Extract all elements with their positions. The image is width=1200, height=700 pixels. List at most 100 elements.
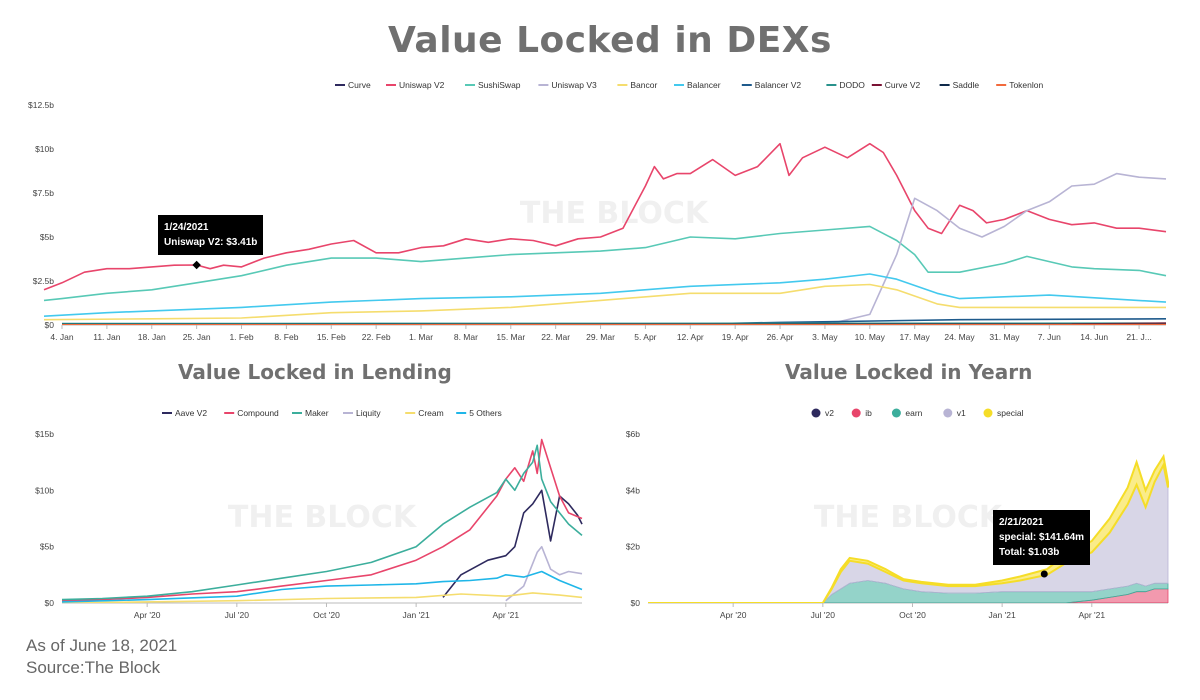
dex-legend-label: Uniswap V3 (551, 80, 597, 90)
lending-series-5-others-line (61, 570, 583, 603)
lending-series-compound-line (61, 438, 583, 602)
dex-y-tick-label: $5b (40, 232, 54, 242)
lending-watermark: THE BLOCK (228, 500, 418, 535)
lending-legend-label: Compound (237, 408, 279, 418)
yearn-legend-swatch (891, 408, 901, 418)
lending-legend-label: Maker (305, 408, 329, 418)
dex-x-tick-label: 22. Feb (362, 332, 391, 342)
dex-series-uniswap-v2-line (43, 142, 1167, 291)
dex-chart: THE BLOCK $0 $2.5b $5b $7.5b $10b $12.5b 4. Jan… (28, 80, 1167, 342)
dex-y-tick-label: $12.5b (28, 100, 54, 110)
dex-x-tick-label: 4. Jan (50, 332, 73, 342)
dex-y-tick-label: $2.5b (33, 276, 55, 286)
source-note: Source:The Block (26, 658, 161, 677)
dex-x-tick-label: 15. Mar (496, 332, 525, 342)
lending-series-cream-line (61, 592, 583, 603)
yearn-x-tick-label: Apr '20 (720, 610, 747, 620)
lending-chart-title: Value Locked in Lending (178, 360, 452, 384)
lending-x-tick-label: Jan '21 (403, 610, 430, 620)
dex-legend-label: Balancer (687, 80, 721, 90)
yearn-legend-swatch (943, 408, 953, 418)
lending-y-tick-label: $0 (45, 598, 55, 608)
chart-main-title: Value Locked in DEXs (388, 20, 832, 61)
yearn-y-tick-label: $6b (626, 429, 640, 439)
dex-tooltip-value: Uniswap V2: $3.41b (164, 237, 258, 248)
dex-legend-label: Balancer V2 (755, 80, 802, 90)
dex-x-tick-label: 1. Mar (409, 332, 433, 342)
dex-x-tick-label: 31. May (989, 332, 1020, 342)
as-of-note: As of June 18, 2021 (26, 636, 178, 655)
dex-series-sushiswap-line (43, 225, 1167, 302)
dex-tooltip: 1/24/2021 Uniswap V2: $3.41b (158, 215, 264, 255)
yearn-x-tick-label: Jan '21 (989, 610, 1016, 620)
lending-y-tick-label: $10b (35, 485, 54, 495)
dex-x-tick-label: 10. May (855, 332, 886, 342)
yearn-legend-label: ib (865, 408, 872, 418)
dex-legend-label: Curve V2 (885, 80, 921, 90)
dex-x-tick-label: 22. Mar (541, 332, 570, 342)
lending-x-tick-label: Apr '21 (492, 610, 519, 620)
dex-tooltip-marker (192, 260, 201, 270)
lending-x-tick-label: Jul '20 (225, 610, 250, 620)
dex-x-tick-label: 8. Mar (454, 332, 478, 342)
dex-legend-label: Saddle (953, 80, 980, 90)
dex-legend-label: Curve (348, 80, 371, 90)
yearn-tooltip: 2/21/2021 special: $141.64m Total: $1.03… (993, 510, 1091, 565)
dex-legend-label: Uniswap V2 (399, 80, 445, 90)
dex-x-tick-label: 11. Jan (93, 332, 121, 342)
yearn-series-ib-area (648, 588, 1169, 603)
dex-y-tick-label: $7.5b (33, 188, 55, 198)
lending-x-tick-label: Apr '20 (134, 610, 161, 620)
dex-x-tick-label: 8. Feb (274, 332, 298, 342)
yearn-y-tick-label: $2b (626, 542, 640, 552)
lending-legend-label: Liquity (356, 408, 381, 418)
yearn-legend-swatch (851, 408, 861, 418)
yearn-chart: THE BLOCK $0 $2b $4b $6b Apr '20 Jul '20 Oct '2… (626, 408, 1169, 620)
dex-legend-label: Bancor (630, 80, 657, 90)
dex-x-tick-label: 15. Feb (317, 332, 346, 342)
dex-y-tick-label: $0 (45, 320, 55, 330)
lending-series-liquity-line (505, 545, 583, 602)
lending-y-tick-label: $15b (35, 429, 54, 439)
dex-x-tick-label: 12. Apr (677, 332, 704, 342)
yearn-legend-label: special (997, 408, 1024, 418)
lending-series-aave-v2-line (442, 489, 583, 598)
yearn-legend-swatch (811, 408, 821, 418)
yearn-x-tick-label: Oct '20 (899, 610, 926, 620)
yearn-tooltip-date: 2/21/2021 (999, 517, 1044, 528)
dex-x-tick-label: 21. J... (1126, 332, 1152, 342)
dex-legend-label: DODO (839, 80, 865, 90)
yearn-plot-area (648, 453, 1169, 603)
lending-y-tick-label: $5b (40, 542, 54, 552)
dex-x-tick-label: 14. Jun (1080, 332, 1108, 342)
dex-series-uniswap-v3-line (824, 172, 1167, 325)
lending-legend-label: Aave V2 (175, 408, 207, 418)
yearn-legend-label: earn (905, 408, 922, 418)
dex-tooltip-date: 1/24/2021 (164, 222, 209, 233)
dex-watermark: THE BLOCK (520, 196, 710, 231)
dex-x-tick-label: 25. Jan (183, 332, 211, 342)
dex-x-tick-label: 29. Mar (586, 332, 615, 342)
yearn-y-tick-label: $0 (631, 598, 641, 608)
lending-chart: THE BLOCK $0 $5b $10b $15b Apr '20 Jul '20 Oct … (35, 408, 583, 620)
dex-x-tick-label: 3. May (812, 332, 838, 342)
dex-x-tick-label: 24. May (944, 332, 975, 342)
yearn-y-tick-label: $4b (626, 485, 640, 495)
dex-x-tick-label: 19. Apr (722, 332, 749, 342)
dex-plot-area (43, 142, 1167, 325)
dex-x-tick-label: 18. Jan (138, 332, 166, 342)
yearn-series-special-area (648, 453, 1169, 603)
lending-plot-area (61, 438, 583, 603)
lending-legend-label: 5 Others (469, 408, 502, 418)
lending-x-tick-label: Oct '20 (313, 610, 340, 620)
yearn-tooltip-total: Total: $1.03b (999, 547, 1060, 558)
yearn-tooltip-special: special: $141.64m (999, 532, 1085, 543)
dex-x-tick-label: 26. Apr (767, 332, 794, 342)
dex-y-tick-label: $10b (35, 144, 54, 154)
yearn-legend-label: v2 (825, 408, 834, 418)
yearn-legend-label: v1 (957, 408, 966, 418)
yearn-watermark: THE BLOCK (814, 500, 1004, 535)
dex-x-tick-label: 1. Feb (229, 332, 253, 342)
dex-x-tick-label: 7. Jun (1038, 332, 1061, 342)
